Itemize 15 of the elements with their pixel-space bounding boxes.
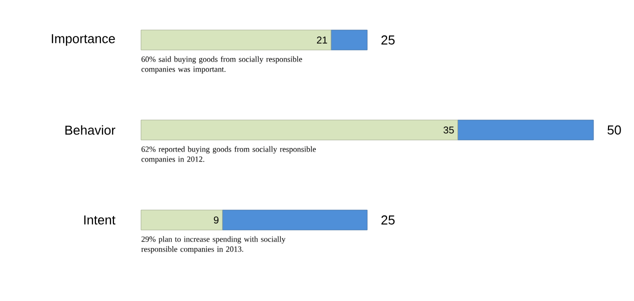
data-label: 35 (444, 126, 454, 134)
data-label: 9 (214, 216, 218, 224)
y-tick-label: Behavior (65, 125, 116, 135)
bar (458, 120, 594, 140)
bar (222, 210, 368, 230)
bar (140, 210, 223, 230)
bar (140, 30, 332, 50)
y-tick-label: Importance (52, 34, 115, 46)
y-tick-label: Intent (84, 215, 116, 225)
total-label: 25 (381, 215, 395, 225)
data-label: 21 (316, 36, 328, 44)
total-label: 50 (608, 125, 621, 135)
total-label: 25 (381, 35, 395, 45)
bar (330, 30, 368, 50)
bar (140, 120, 458, 140)
